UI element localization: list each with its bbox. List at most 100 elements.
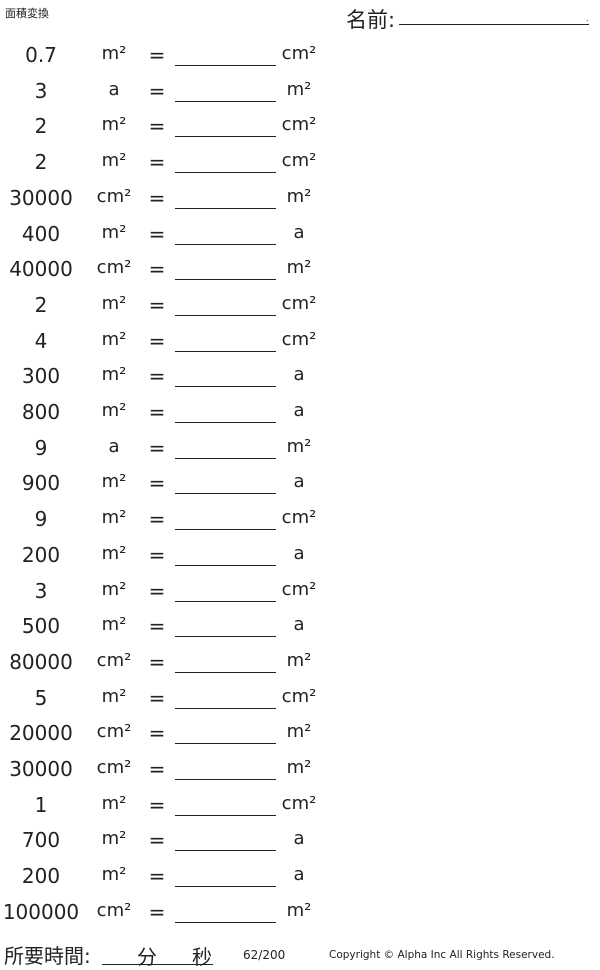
equals-sign: = — [148, 364, 166, 389]
equals-sign: = — [148, 578, 166, 603]
from-unit: m² — [101, 328, 127, 350]
problem-value: 2 — [34, 114, 48, 139]
problem-row: 9 a = m² — [0, 436, 340, 472]
from-unit: m² — [101, 400, 127, 421]
to-unit: cm² — [281, 685, 317, 707]
problem-value: 800 — [21, 400, 61, 424]
to-unit: a — [293, 400, 305, 421]
problem-row: 30000 cm² = m² — [0, 757, 340, 793]
worksheet-title: 面積変換 — [5, 7, 49, 20]
from-unit: m² — [101, 828, 127, 850]
answer-blank[interactable] — [175, 386, 276, 388]
problem-value: 3 — [34, 578, 48, 603]
from-unit: cm² — [96, 757, 132, 778]
problem-value: 700 — [21, 828, 61, 853]
answer-blank[interactable] — [175, 65, 276, 66]
problem-value: 100000 — [2, 899, 80, 924]
equals-sign: = — [148, 542, 166, 567]
to-unit: cm² — [281, 150, 317, 172]
equals-sign: = — [148, 221, 166, 246]
answer-blank[interactable] — [175, 172, 276, 174]
problem-row: 40000 cm² = m² — [0, 257, 340, 293]
equals-sign: = — [148, 257, 166, 282]
problem-value: 80000 — [9, 649, 73, 674]
from-unit: m² — [101, 43, 127, 64]
answer-blank[interactable] — [175, 207, 276, 209]
problem-value: 30000 — [9, 757, 73, 781]
to-unit: cm² — [281, 578, 317, 600]
problem-row: 3 a = m² — [0, 79, 340, 115]
problem-value: 4 — [34, 328, 48, 353]
problem-row: 2 m² = cm² — [0, 150, 340, 186]
problem-value: 900 — [21, 471, 61, 496]
answer-blank[interactable] — [175, 279, 276, 281]
answer-blank[interactable] — [175, 921, 276, 923]
minutes-label: 分 — [137, 945, 157, 969]
from-unit: m² — [101, 578, 127, 600]
answer-blank[interactable] — [175, 671, 276, 673]
answer-blank[interactable] — [175, 814, 276, 816]
answer-blank[interactable] — [175, 457, 276, 459]
answer-blank[interactable] — [175, 600, 276, 602]
from-unit: cm² — [96, 899, 132, 921]
from-unit: m² — [101, 864, 127, 886]
from-unit: a — [108, 435, 120, 457]
page-number: 62/200 — [243, 948, 286, 962]
problem-row: 400 m² = a — [0, 222, 340, 258]
problem-row: 5 m² = cm² — [0, 686, 340, 722]
from-unit: m² — [101, 792, 127, 814]
problem-value: 9 — [34, 507, 48, 532]
answer-blank[interactable] — [175, 886, 276, 888]
answer-blank[interactable] — [175, 493, 276, 495]
equals-sign: = — [148, 292, 166, 317]
problem-value: 500 — [21, 614, 61, 639]
answer-blank[interactable] — [175, 422, 276, 423]
answer-blank[interactable] — [175, 136, 276, 138]
answer-blank[interactable] — [175, 243, 276, 245]
equals-sign: = — [148, 507, 166, 532]
problem-value: 20000 — [9, 721, 73, 746]
time-field[interactable] — [102, 964, 213, 965]
equals-sign: = — [148, 150, 166, 175]
answer-blank[interactable] — [175, 529, 276, 531]
from-unit: m² — [101, 364, 127, 386]
problem-row: 700 m² = a — [0, 828, 340, 864]
equals-sign: = — [148, 614, 166, 639]
problem-value: 5 — [34, 685, 48, 710]
answer-blank[interactable] — [175, 636, 276, 638]
equals-sign: = — [148, 792, 166, 817]
name-field[interactable] — [399, 24, 589, 25]
problem-row: 80000 cm² = m² — [0, 650, 340, 686]
to-unit: a — [293, 614, 305, 636]
answer-blank[interactable] — [175, 707, 276, 709]
equals-sign: = — [148, 649, 166, 674]
equals-sign: = — [148, 899, 166, 924]
answer-blank[interactable] — [175, 743, 276, 745]
to-unit: a — [293, 221, 305, 243]
answer-blank[interactable] — [175, 314, 276, 316]
problem-row: 4 m² = cm² — [0, 329, 340, 365]
from-unit: m² — [101, 542, 127, 564]
name-end-mark: . — [586, 14, 589, 23]
from-unit: m² — [101, 150, 127, 172]
problem-row: 1 m² = cm² — [0, 793, 340, 829]
to-unit: m² — [286, 185, 312, 207]
from-unit: cm² — [96, 721, 132, 743]
problem-row: 9 m² = cm² — [0, 507, 340, 543]
from-unit: m² — [101, 292, 127, 314]
to-unit: a — [293, 828, 305, 850]
answer-blank[interactable] — [175, 100, 276, 102]
equals-sign: = — [148, 828, 166, 853]
answer-blank[interactable] — [175, 850, 276, 852]
problem-row: 900 m² = a — [0, 471, 340, 507]
problem-row: 500 m² = a — [0, 614, 340, 650]
answer-blank[interactable] — [175, 564, 276, 566]
answer-blank[interactable] — [175, 779, 276, 780]
from-unit: m² — [101, 114, 127, 136]
problem-value: 40000 — [9, 257, 73, 282]
equals-sign: = — [148, 435, 166, 460]
from-unit: m² — [101, 507, 127, 529]
answer-blank[interactable] — [175, 350, 276, 352]
problem-row: 30000 cm² = m² — [0, 186, 340, 222]
copyright: Copyright © Alpha Inc All Rights Reserve… — [329, 949, 555, 961]
